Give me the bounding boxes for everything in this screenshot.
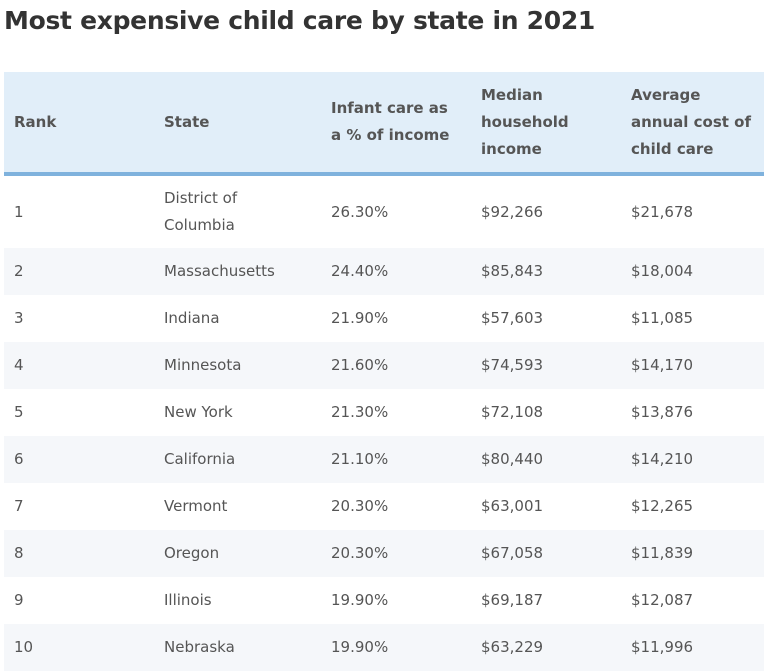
- table-row: 3 Indiana 21.90% $57,603 $11,085: [4, 295, 764, 342]
- header-avg-cost: Average annual cost of child care: [621, 72, 764, 176]
- cell-rank: 10: [14, 638, 34, 656]
- cell-infant-pct: 26.30%: [331, 202, 389, 221]
- cell-avg-cost: $13,876: [631, 403, 694, 421]
- cell-infant-pct: 21.10%: [331, 450, 389, 468]
- cell-rank: 9: [14, 591, 24, 609]
- cell-rank: 4: [14, 356, 24, 374]
- table-row: 7 Vermont 20.30% $63,001 $12,265: [4, 483, 764, 530]
- cell-infant-pct: 19.90%: [331, 638, 389, 656]
- cell-state: New York: [164, 403, 233, 421]
- cell-rank: 1: [14, 202, 24, 221]
- cell-rank: 5: [14, 403, 24, 421]
- table-row: 4 Minnesota 21.60% $74,593 $14,170: [4, 342, 764, 389]
- table-row: 1 District of Columbia 26.30% $92,266 $2…: [4, 174, 764, 248]
- header-median-income: Median household income: [471, 72, 621, 176]
- cell-infant-pct: 21.60%: [331, 356, 389, 374]
- cell-infant-pct: 20.30%: [331, 544, 389, 562]
- cell-state: California: [164, 450, 236, 468]
- cell-avg-cost: $21,678: [631, 202, 694, 221]
- cell-avg-cost: $11,839: [631, 544, 694, 562]
- header-rank: Rank: [4, 72, 154, 176]
- cell-rank: 3: [14, 309, 24, 327]
- table-header: Rank State Infant care as a % of income …: [4, 72, 764, 176]
- cell-infant-pct: 19.90%: [331, 591, 389, 609]
- cell-avg-cost: $12,087: [631, 591, 694, 609]
- cell-avg-cost: $14,170: [631, 356, 694, 374]
- page-title: Most expensive child care by state in 20…: [4, 6, 596, 35]
- cell-state: Vermont: [164, 497, 228, 515]
- table-row: 8 Oregon 20.30% $67,058 $11,839: [4, 530, 764, 577]
- cell-rank: 7: [14, 497, 24, 515]
- cell-median-income: $74,593: [481, 356, 544, 374]
- cell-state: Illinois: [164, 591, 212, 609]
- cell-infant-pct: 24.40%: [331, 262, 389, 280]
- cell-median-income: $63,001: [481, 497, 544, 515]
- cell-avg-cost: $11,085: [631, 309, 694, 327]
- cell-state: Indiana: [164, 309, 220, 327]
- header-row: Rank State Infant care as a % of income …: [4, 72, 764, 176]
- header-state: State: [154, 72, 321, 176]
- cell-median-income: $80,440: [481, 450, 544, 468]
- cell-infant-pct: 21.90%: [331, 309, 389, 327]
- cell-state: Nebraska: [164, 638, 235, 656]
- cell-state: Minnesota: [164, 356, 242, 374]
- table-row: 6 California 21.10% $80,440 $14,210: [4, 436, 764, 483]
- cell-infant-pct: 20.30%: [331, 497, 389, 515]
- cell-rank: 8: [14, 544, 24, 562]
- cell-median-income: $85,843: [481, 262, 544, 280]
- cell-infant-pct: 21.30%: [331, 403, 389, 421]
- table-row: 10 Nebraska 19.90% $63,229 $11,996: [4, 624, 764, 671]
- cell-state: Oregon: [164, 544, 220, 562]
- cell-median-income: $69,187: [481, 591, 544, 609]
- table-row: 9 Illinois 19.90% $69,187 $12,087: [4, 577, 764, 624]
- table-row: 5 New York 21.30% $72,108 $13,876: [4, 389, 764, 436]
- cell-median-income: $92,266: [481, 202, 544, 221]
- cell-median-income: $57,603: [481, 309, 544, 327]
- table-body: 1 District of Columbia 26.30% $92,266 $2…: [4, 174, 764, 671]
- cell-median-income: $67,058: [481, 544, 544, 562]
- cell-state: Massachusetts: [164, 262, 275, 280]
- cell-avg-cost: $14,210: [631, 450, 694, 468]
- cell-rank: 6: [14, 450, 24, 468]
- cell-median-income: $63,229: [481, 638, 544, 656]
- header-infant-care-pct: Infant care as a % of income: [321, 72, 471, 176]
- cell-median-income: $72,108: [481, 403, 544, 421]
- cell-rank: 2: [14, 262, 24, 280]
- cell-state: District of Columbia: [164, 189, 238, 234]
- table-row: 2 Massachusetts 24.40% $85,843 $18,004: [4, 248, 764, 295]
- child-care-table: Rank State Infant care as a % of income …: [4, 72, 764, 671]
- cell-avg-cost: $11,996: [631, 638, 694, 656]
- cell-avg-cost: $18,004: [631, 262, 694, 280]
- cell-avg-cost: $12,265: [631, 497, 694, 515]
